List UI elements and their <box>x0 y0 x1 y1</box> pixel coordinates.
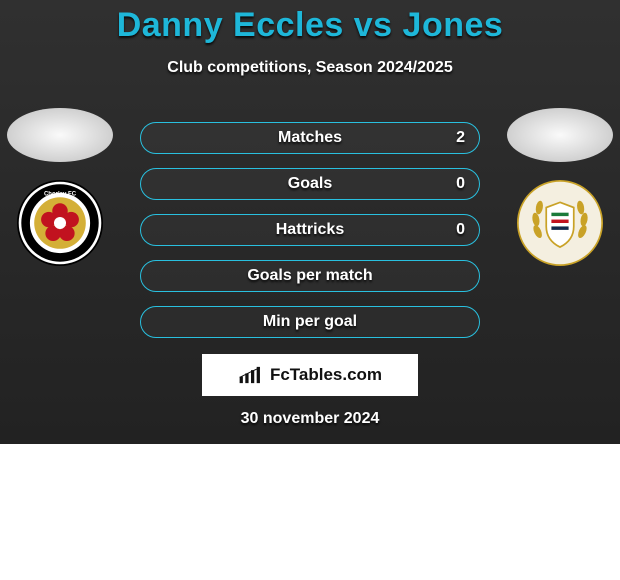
brand-box: FcTables.com <box>202 354 418 396</box>
svg-text:Chorley FC: Chorley FC <box>44 191 77 197</box>
date-text: 30 november 2024 <box>0 410 620 428</box>
stat-value-right: 2 <box>456 129 465 147</box>
stat-value-right: 0 <box>456 221 465 239</box>
stat-row-mpg: Min per goal <box>140 306 480 338</box>
stat-row-hattricks: Hattricks 0 <box>140 214 480 246</box>
right-player-avatar-placeholder <box>507 108 613 162</box>
brand-text: FcTables.com <box>270 365 382 385</box>
subtitle: Club competitions, Season 2024/2025 <box>0 59 620 77</box>
comparison-card: Danny Eccles vs Jones Club competitions,… <box>0 0 620 444</box>
stats-list: Matches 2 Goals 0 Hattricks 0 Goals per … <box>140 122 480 352</box>
right-badge-icon <box>517 180 603 266</box>
left-club-badge: Chorley FC <box>17 180 103 266</box>
page-title: Danny Eccles vs Jones <box>0 6 620 45</box>
stat-label: Goals per match <box>247 267 372 285</box>
right-club-badge <box>517 180 603 266</box>
stat-label: Hattricks <box>276 221 344 239</box>
stat-value-right: 0 <box>456 175 465 193</box>
stat-row-gpm: Goals per match <box>140 260 480 292</box>
left-player-avatar-placeholder <box>7 108 113 162</box>
stat-label: Matches <box>278 129 342 147</box>
stat-label: Goals <box>288 175 332 193</box>
chorley-badge-icon: Chorley FC <box>17 180 103 266</box>
stat-label: Min per goal <box>263 313 357 331</box>
stat-row-matches: Matches 2 <box>140 122 480 154</box>
stat-row-goals: Goals 0 <box>140 168 480 200</box>
bar-chart-icon <box>238 365 264 385</box>
right-player-column <box>500 108 620 266</box>
left-player-column: Chorley FC <box>0 108 120 266</box>
